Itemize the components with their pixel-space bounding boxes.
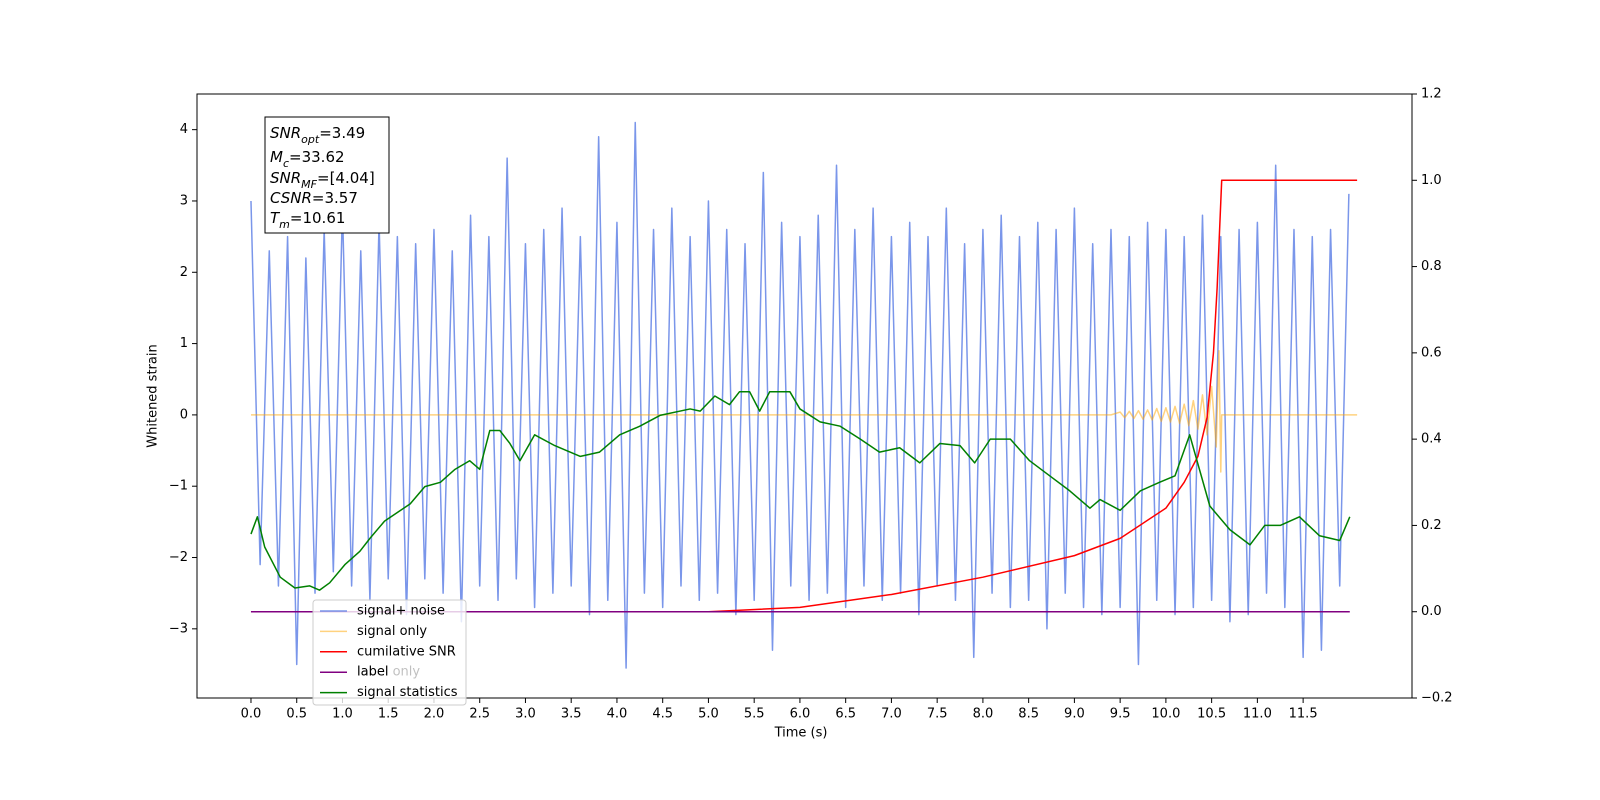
x-tick-label: 5.0 (698, 707, 719, 722)
legend-label: signal statistics (357, 685, 458, 700)
annotation-symbol: T (270, 209, 281, 227)
series-line (250, 179, 1358, 613)
legend-label: signal only (357, 624, 427, 639)
plot-frame (196, 93, 1413, 699)
x-tick-label: 8.0 (973, 707, 994, 722)
x-axis-label: Time (s) (774, 726, 828, 741)
x-tick-label: 2.5 (469, 707, 490, 722)
annotation-symbol: SNR (270, 124, 301, 142)
x-tick-label: 4.0 (607, 707, 628, 722)
legend-label: signal+ noise (357, 604, 445, 619)
legend-label: label (357, 665, 388, 680)
x-tick-label: 7.5 (927, 707, 948, 722)
x-tick-label: 10.5 (1197, 707, 1226, 722)
annotation-line: Tm=10.61 (270, 209, 345, 231)
annotation-value: =10.61 (290, 209, 346, 227)
x-tick-label: 8.5 (1018, 707, 1039, 722)
x-tick-label: 6.5 (835, 707, 856, 722)
annotation-line: CSNR=3.57 (270, 189, 358, 207)
x-tick-label: 9.5 (1110, 707, 1131, 722)
x-tick-label: 6.0 (790, 707, 811, 722)
y2-tick-label: 1.2 (1421, 87, 1442, 102)
y2-tick-label: 0.0 (1421, 604, 1442, 619)
annotation-symbol: CSNR (270, 189, 312, 207)
legend-ghost-label: label only (357, 665, 420, 680)
x-tick-label: 5.5 (744, 707, 765, 722)
y2-tick-label: −0.2 (1421, 691, 1453, 706)
annotation-value: =3.57 (312, 189, 358, 207)
y-tick-label: 2 (180, 265, 188, 280)
x-tick-label: 0.5 (286, 707, 307, 722)
y2-tick-label: 0.6 (1421, 345, 1442, 360)
annotation-subscript: c (283, 157, 289, 170)
annotation-value: =[4.04] (317, 169, 375, 187)
y-tick-label: 4 (180, 122, 188, 137)
x-tick-label: 2.0 (424, 707, 445, 722)
annotation-line: SNRMF=[4.04] (270, 169, 375, 191)
series-line (250, 121, 1350, 669)
annotation-line: Mc=33.62 (270, 148, 345, 170)
x-tick-label: 9.0 (1064, 707, 1085, 722)
legend-box (312, 599, 467, 706)
annotation-box (264, 116, 390, 234)
x-tick-label: 1.5 (378, 707, 399, 722)
annotation-symbol: M (270, 148, 283, 166)
y2-tick-label: 0.4 (1421, 432, 1442, 447)
annotation-subscript: MF (301, 178, 317, 191)
y-tick-label: 1 (180, 336, 188, 351)
series-line (250, 349, 1358, 473)
series-line (250, 390, 1351, 591)
x-tick-label: 11.0 (1243, 707, 1272, 722)
annotation-subscript: m (279, 218, 290, 231)
y2-tick-label: 0.8 (1421, 259, 1442, 274)
y-tick-label: −2 (169, 550, 188, 565)
x-tick-label: 3.5 (561, 707, 582, 722)
annotation-subscript: opt (301, 133, 320, 146)
y-tick-label: −3 (169, 621, 188, 636)
y2-tick-label: 0.2 (1421, 518, 1442, 533)
y2-tick-label: 1.0 (1421, 173, 1442, 188)
x-tick-label: 4.5 (652, 707, 673, 722)
x-tick-label: 7.0 (881, 707, 902, 722)
annotation-symbol: SNR (270, 169, 301, 187)
annotation-line: SNRopt=3.49 (270, 124, 365, 146)
x-tick-label: 3.0 (515, 707, 536, 722)
y-tick-label: 0 (180, 407, 188, 422)
x-tick-label: 0.0 (241, 707, 262, 722)
annotation-value: =33.62 (289, 148, 345, 166)
annotation-value: =3.49 (319, 124, 365, 142)
y-tick-label: −1 (169, 479, 188, 494)
x-tick-label: 10.0 (1151, 707, 1180, 722)
y-axis-label: Whitened strain (146, 344, 161, 447)
x-tick-label: 1.0 (332, 707, 353, 722)
y-tick-label: 3 (180, 193, 188, 208)
legend-label: cumilative SNR (357, 644, 456, 659)
x-tick-label: 11.5 (1289, 707, 1318, 722)
